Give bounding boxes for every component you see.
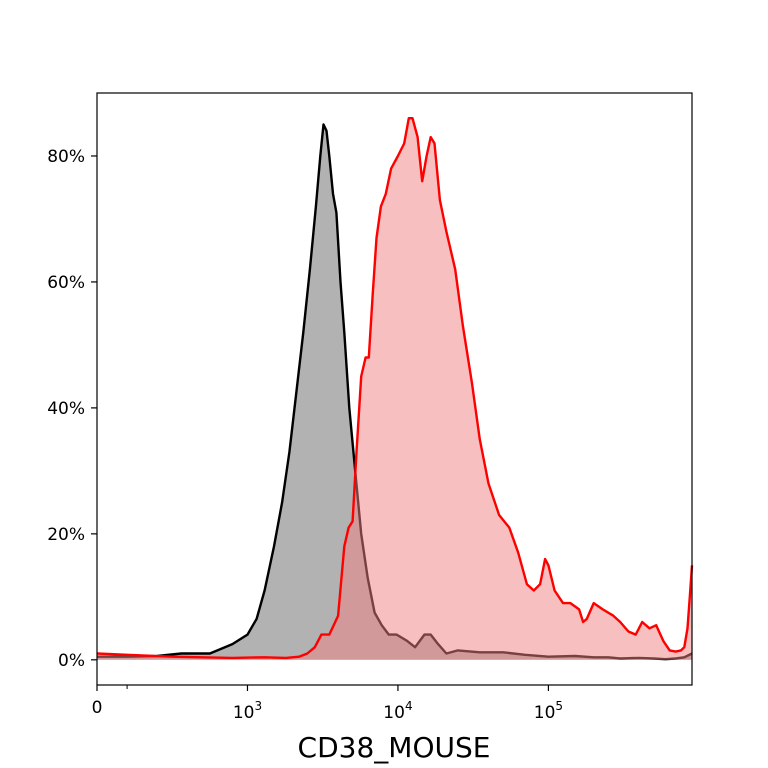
y-tick-label: 60% <box>47 273 85 293</box>
y-tick-label: 20% <box>47 525 85 545</box>
y-tick-label: 0% <box>58 651 85 671</box>
plot-frame <box>96 92 693 686</box>
x-axis-title: CD38_MOUSE <box>298 731 491 764</box>
series-2-fill <box>97 118 692 660</box>
x-tick-label: 104 <box>383 699 412 723</box>
series-2-line <box>96 117 694 660</box>
x-tick-label: 103 <box>233 699 262 723</box>
series-layer <box>96 117 694 661</box>
y-tick-label: 40% <box>47 399 85 419</box>
x-tick-label: 0 <box>92 698 103 718</box>
x-tick-label: 105 <box>534 699 563 723</box>
y-tick-label: 80% <box>47 147 85 167</box>
ticks-layer: 0% 20% 40% 60% 80% 0 103 104 105 <box>47 147 563 723</box>
